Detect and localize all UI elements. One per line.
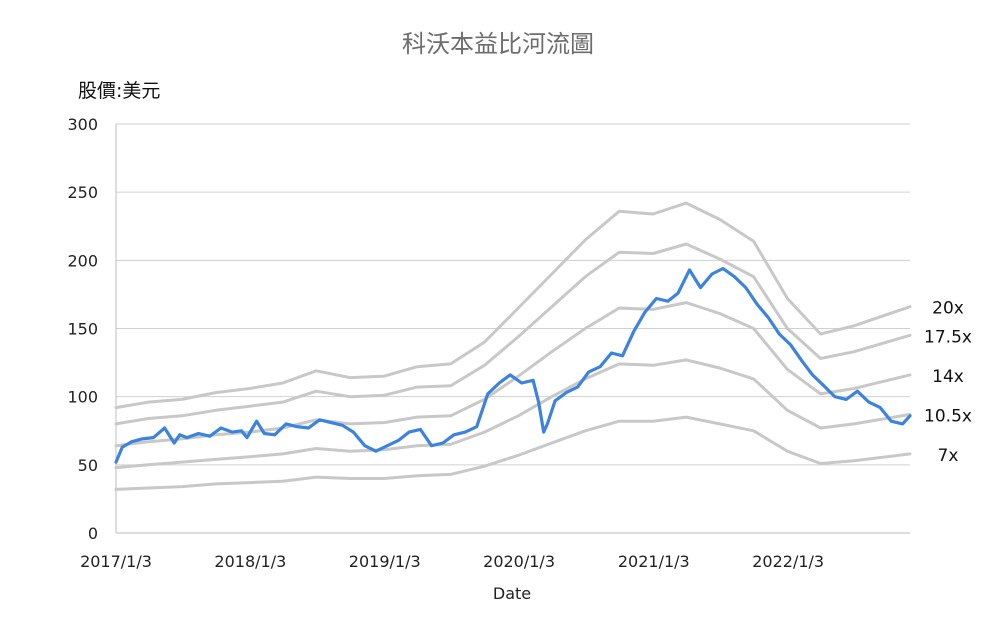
y-tick-label: 150 bbox=[67, 320, 98, 339]
x-tick-label: 2022/1/3 bbox=[752, 552, 824, 571]
stock-price-line bbox=[114, 266, 912, 464]
pe-band-label: 14x bbox=[932, 367, 964, 387]
pe-band-line bbox=[114, 201, 912, 410]
y-tick-label: 300 bbox=[67, 115, 98, 134]
x-tick-label: 2017/1/3 bbox=[80, 552, 152, 571]
pe-band-label: 10.5x bbox=[924, 406, 972, 426]
price-line bbox=[114, 266, 912, 464]
pe-band-line bbox=[114, 415, 912, 491]
x-tick-label: 2019/1/3 bbox=[349, 552, 421, 571]
pe-band-label: 17.5x bbox=[924, 327, 972, 347]
y-tick-label: 100 bbox=[67, 388, 98, 407]
y-tick-label: 0 bbox=[88, 524, 98, 543]
pe-band-labels: 20x 17.5x 14x 10.5x 7x bbox=[924, 299, 972, 466]
x-tick-label: 2018/1/3 bbox=[214, 552, 286, 571]
y-tick-label: 250 bbox=[67, 183, 98, 202]
pe-band-label: 7x bbox=[938, 446, 959, 466]
pe-band-line bbox=[114, 242, 912, 426]
y-tick-label: 200 bbox=[67, 251, 98, 270]
gridlines bbox=[115, 123, 910, 534]
x-tick-label: 2020/1/3 bbox=[483, 552, 555, 571]
pe-band-line bbox=[114, 301, 912, 448]
pe-band-label: 20x bbox=[932, 299, 964, 319]
x-axis-ticks: 2017/1/3 2018/1/3 2019/1/3 2020/1/3 2021/1/3… bbox=[80, 552, 824, 571]
x-axis-title: Date bbox=[493, 584, 531, 603]
y-axis-ticks: 0 50 100 150 200 250 300 bbox=[67, 115, 98, 543]
chart-title: 科沃本益比河流圖 bbox=[402, 30, 594, 58]
x-tick-label: 2021/1/3 bbox=[618, 552, 690, 571]
pe-band-line bbox=[114, 358, 912, 470]
price-unit-label: 股價:美元 bbox=[78, 80, 160, 102]
y-tick-label: 50 bbox=[78, 456, 98, 475]
